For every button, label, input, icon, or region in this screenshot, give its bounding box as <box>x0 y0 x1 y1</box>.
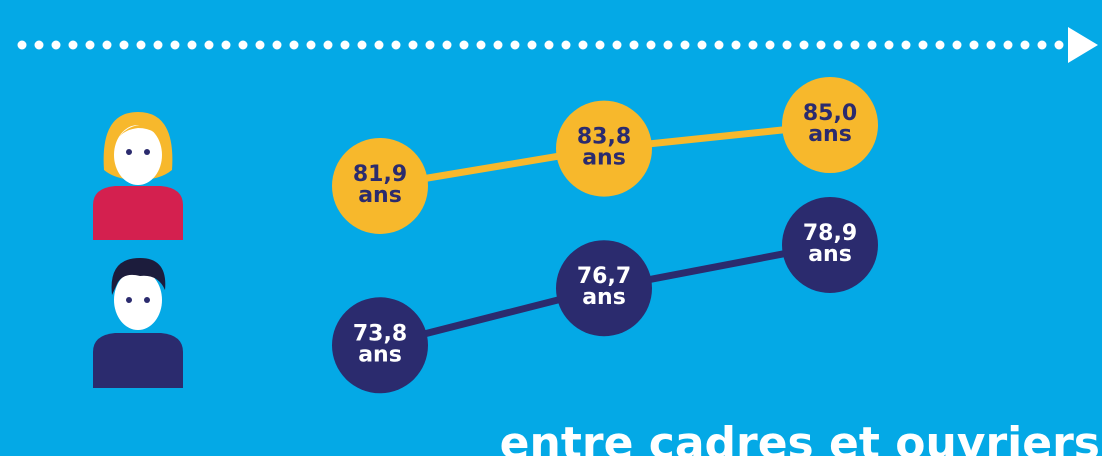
value-label: 76,7 <box>577 264 631 289</box>
value-label: 85,0 <box>803 101 857 126</box>
unit-label: ans <box>358 342 402 367</box>
annotation: entre cadres et ouvriers <box>500 418 1100 456</box>
value-label: 73,8 <box>353 321 407 346</box>
man-icon <box>93 258 183 388</box>
woman-icon <box>93 112 183 240</box>
data-point <box>556 240 652 337</box>
unit-label: ans <box>808 122 852 147</box>
timeline-arrow <box>1068 27 1098 63</box>
unit-label: ans <box>808 242 852 267</box>
data-point <box>782 196 878 293</box>
value-label: 83,8 <box>577 125 631 150</box>
data-point <box>556 100 652 197</box>
data-point <box>332 137 428 234</box>
unit-label: ans <box>582 285 626 310</box>
unit-label: ans <box>582 146 626 171</box>
value-label: 81,9 <box>353 162 407 187</box>
data-point <box>332 297 428 394</box>
unit-label: ans <box>358 183 402 208</box>
value-label: 78,9 <box>803 221 857 246</box>
data-point <box>782 77 878 173</box>
